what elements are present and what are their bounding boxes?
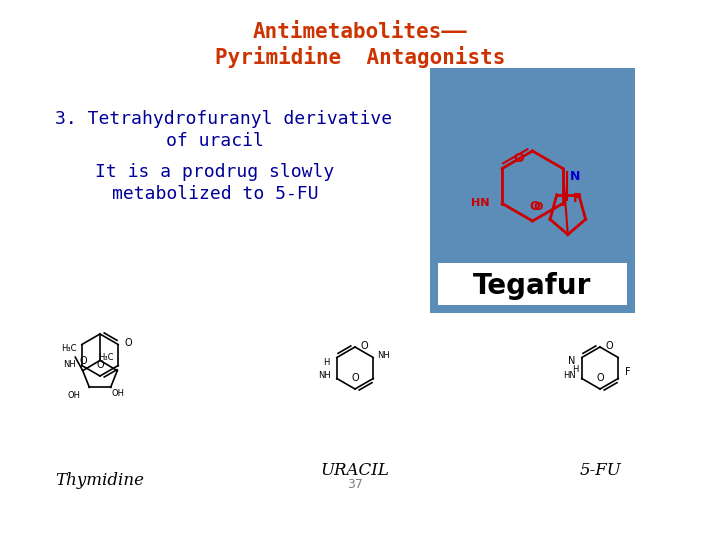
- Text: URACIL: URACIL: [320, 462, 390, 479]
- Text: 5-FU: 5-FU: [579, 462, 621, 479]
- Text: OH: OH: [112, 389, 125, 399]
- Text: O: O: [96, 360, 104, 370]
- Text: O: O: [124, 338, 132, 348]
- Text: NH: NH: [377, 350, 390, 360]
- Text: F: F: [572, 192, 581, 205]
- Bar: [430, 68, 635, 313]
- Text: Antimetabolites——: Antimetabolites——: [253, 22, 467, 42]
- Text: O: O: [529, 200, 540, 213]
- Text: Thymidine: Thymidine: [55, 472, 145, 489]
- Text: H₃C: H₃C: [61, 344, 77, 353]
- Text: HN: HN: [471, 199, 490, 208]
- Text: NH: NH: [63, 360, 76, 369]
- Text: F: F: [625, 367, 631, 377]
- Text: It is a prodrug slowly: It is a prodrug slowly: [95, 163, 335, 181]
- Text: H₃C: H₃C: [99, 353, 114, 361]
- Text: O: O: [361, 341, 369, 351]
- Text: N: N: [568, 355, 576, 366]
- Text: O: O: [351, 373, 359, 383]
- Text: O: O: [513, 152, 524, 165]
- Text: metabolized to 5-FU: metabolized to 5-FU: [112, 185, 318, 203]
- Text: Pyrimidine  Antagonists: Pyrimidine Antagonists: [215, 46, 505, 68]
- Text: 37: 37: [347, 478, 363, 491]
- Text: O: O: [596, 373, 604, 383]
- Text: OH: OH: [68, 391, 81, 400]
- Text: O: O: [606, 341, 613, 351]
- Text: HN: HN: [564, 372, 576, 381]
- Text: of uracil: of uracil: [166, 132, 264, 150]
- Text: NH: NH: [318, 372, 331, 381]
- Text: H: H: [572, 366, 578, 375]
- Text: H: H: [323, 358, 330, 367]
- Text: O: O: [80, 356, 87, 366]
- Text: 3. Tetrahydrofuranyl derivative: 3. Tetrahydrofuranyl derivative: [55, 110, 392, 128]
- Text: Tegafur: Tegafur: [473, 272, 592, 300]
- Bar: [438, 263, 627, 305]
- Text: O: O: [533, 201, 542, 212]
- Text: N: N: [570, 170, 580, 183]
